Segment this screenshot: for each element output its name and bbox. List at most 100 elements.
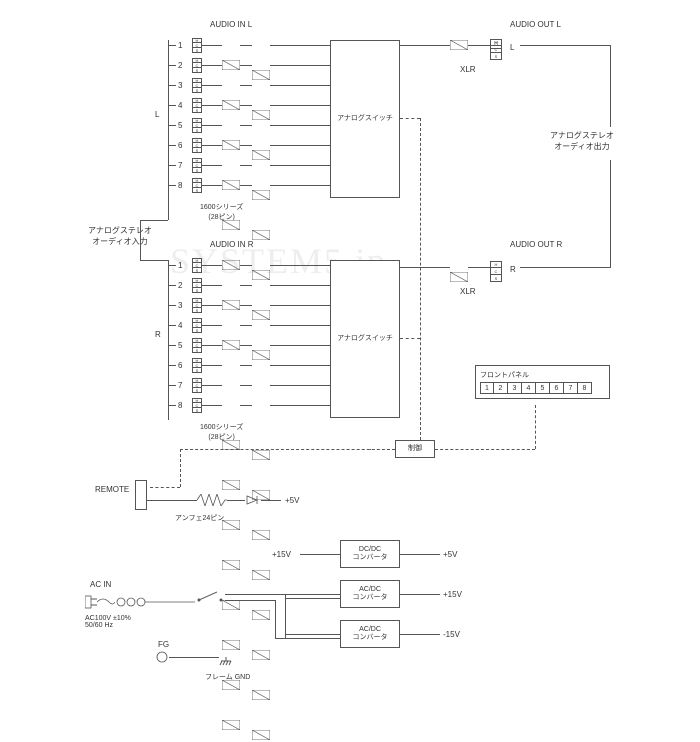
wire [610, 45, 611, 127]
amp-icon [222, 180, 240, 190]
wire [225, 594, 285, 595]
amp-icon [222, 640, 240, 650]
analog-switch-r: アナログスイッチ [330, 260, 400, 418]
channel-num: 3 [178, 301, 182, 310]
fg-label: FG [158, 640, 169, 649]
side-r-label: R [155, 330, 161, 339]
wire [288, 285, 330, 286]
channel-num: 7 [178, 381, 182, 390]
amp-icon [252, 310, 270, 320]
header-audio-out-r: AUDIO OUT R [510, 240, 562, 249]
amp-icon [222, 440, 240, 450]
wire [288, 325, 330, 326]
wire [168, 200, 169, 201]
series-l: 1600シリーズ (28ピン) [200, 202, 243, 222]
channel-num: 4 [178, 321, 182, 330]
wire [400, 634, 440, 635]
wire [227, 500, 245, 501]
amp-icon [222, 260, 240, 270]
amp-icon [252, 450, 270, 460]
wire [140, 220, 141, 250]
channel-num: 3 [178, 81, 182, 90]
wire [168, 260, 169, 420]
wire [168, 40, 169, 200]
wire [285, 594, 286, 638]
channel-num: 1 [178, 41, 182, 50]
output-l-label: L [510, 43, 514, 52]
wire [288, 65, 330, 66]
minus15v-out: -15V [443, 630, 460, 639]
amp-icon [252, 490, 270, 500]
wire [288, 185, 330, 186]
header-audio-in-r: AUDIO IN R [210, 240, 254, 249]
amp-icon [222, 720, 240, 730]
remote-label: REMOTE [95, 485, 129, 494]
output-hcs-r-col: H C S [490, 261, 502, 282]
plug-icon [85, 592, 115, 612]
wire [400, 554, 440, 555]
amp-icon [252, 270, 270, 280]
wire [288, 45, 330, 46]
dash [400, 118, 420, 119]
header-audio-out-l: AUDIO OUT L [510, 20, 561, 29]
xlr-l: XLR [460, 65, 476, 74]
output-hcs-l-col: H C S [490, 39, 502, 60]
dash [400, 338, 420, 339]
wire [140, 220, 168, 221]
acdc1-box: AC/DC コンバータ [340, 580, 400, 608]
amp-icon [252, 230, 270, 240]
amp-icon [222, 60, 240, 70]
resistor-icon [197, 494, 227, 506]
wire [285, 598, 340, 599]
wire [300, 554, 340, 555]
wire [400, 594, 440, 595]
channel-num: 2 [178, 281, 182, 290]
wire [140, 250, 141, 260]
wire [288, 305, 330, 306]
wire [520, 267, 610, 268]
remote-connector [135, 480, 147, 510]
dash [535, 405, 536, 449]
dcdc-box: DC/DC コンバータ [340, 540, 400, 568]
amp-icon [222, 220, 240, 230]
cable-icon [115, 596, 195, 608]
input-desc: アナログステレオ オーディオ入力 [88, 225, 152, 247]
amp-icon [222, 140, 240, 150]
channel-num: 7 [178, 161, 182, 170]
amp-icon [252, 190, 270, 200]
wire [285, 634, 340, 635]
dash [180, 449, 181, 487]
remote-pin: アンフェ24ピン [175, 513, 224, 523]
channel-num: 2 [178, 61, 182, 70]
output-amp-r [450, 272, 468, 282]
wire [400, 45, 450, 46]
channel-num: 8 [178, 401, 182, 410]
amp-icon [222, 100, 240, 110]
ac-in-label: AC IN [90, 580, 111, 589]
wire [285, 594, 340, 595]
plus15v-out: +15V [443, 590, 462, 599]
xlr-r: XLR [460, 287, 476, 296]
plus5v-remote: +5V [285, 496, 299, 505]
amp-icon [252, 690, 270, 700]
series-r: 1600シリーズ (28ピン) [200, 422, 243, 442]
amp-icon [252, 150, 270, 160]
fg-icon [155, 650, 169, 664]
amp-icon [252, 610, 270, 620]
amp-icon [252, 350, 270, 360]
wire [275, 638, 340, 639]
wire [610, 160, 611, 268]
wire [288, 125, 330, 126]
amp-icon [222, 300, 240, 310]
acdc2-box: AC/DC コンバータ [340, 620, 400, 648]
wire [288, 265, 330, 266]
wire [400, 267, 450, 268]
analog-switch-l: アナログスイッチ [330, 40, 400, 198]
amp-icon [222, 340, 240, 350]
control-box: 制御 [395, 440, 435, 458]
dash [435, 449, 535, 450]
plus5v-out: +5V [443, 550, 457, 559]
wire [169, 657, 219, 658]
output-desc: アナログステレオ オーディオ出力 [550, 130, 614, 152]
front-panel-label: フロントパネル [480, 370, 605, 380]
